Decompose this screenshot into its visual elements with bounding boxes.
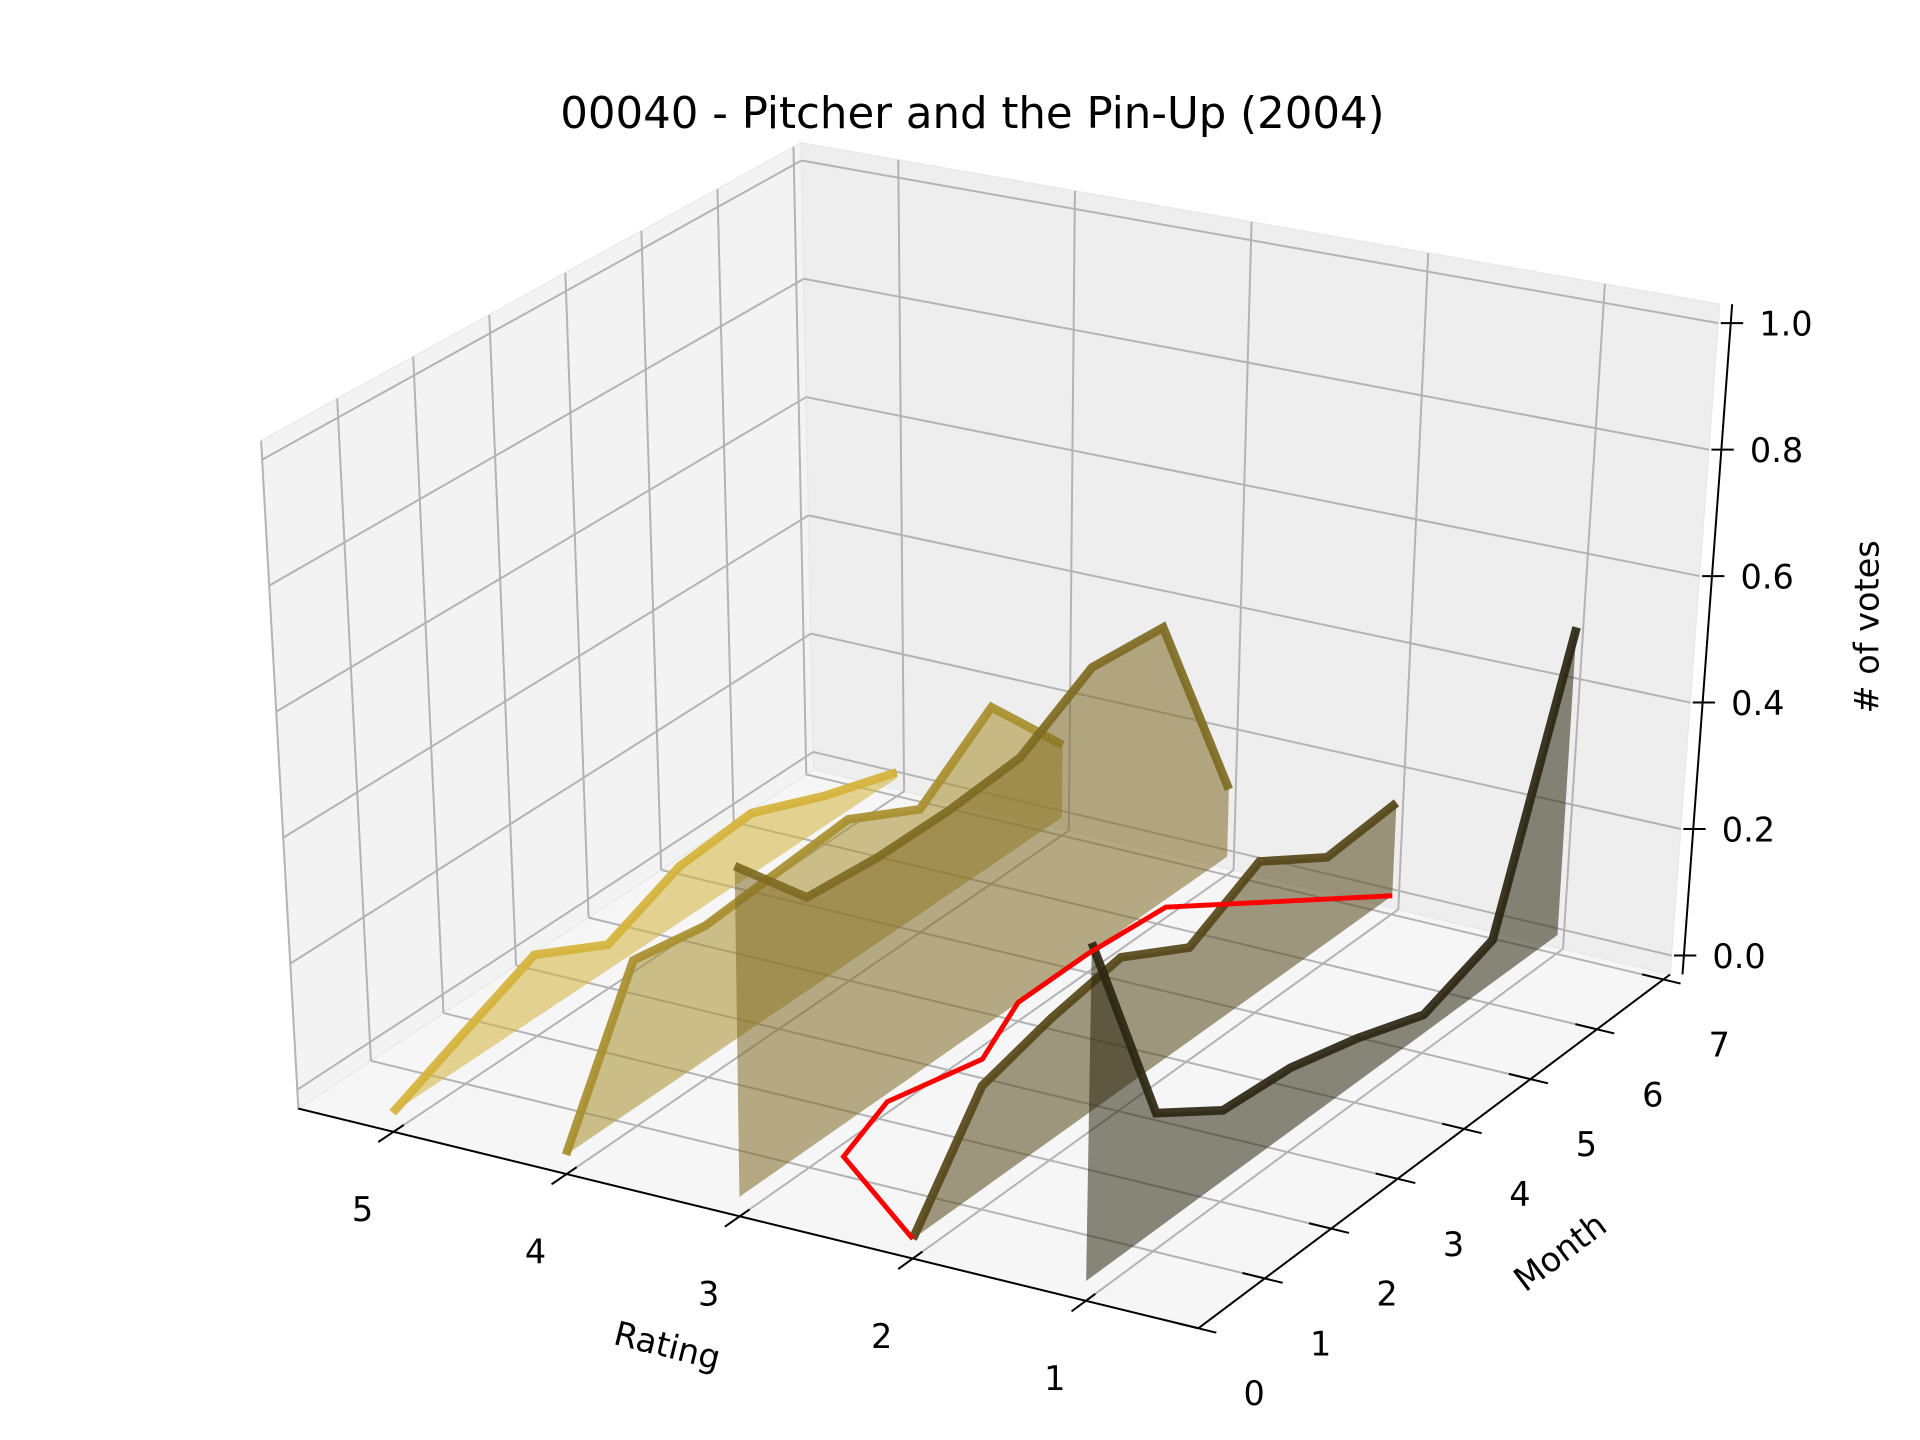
z-tick-label: 0.2 xyxy=(1722,810,1775,849)
y-axis-title: Month xyxy=(1506,1205,1613,1299)
z-axis-title: # of votes xyxy=(1848,540,1887,713)
y-tick-label: 5 xyxy=(1576,1125,1597,1164)
grid-line xyxy=(261,159,802,461)
grid-line xyxy=(897,159,906,792)
x-tick xyxy=(1070,1292,1096,1313)
grid-line xyxy=(1232,221,1253,871)
axis-line xyxy=(298,1107,1199,1330)
series-line xyxy=(561,701,1065,1157)
grid-line xyxy=(336,398,372,1061)
grid-line xyxy=(1562,283,1606,949)
mean-line xyxy=(840,893,1393,1241)
y-tick-label: 7 xyxy=(1709,1025,1730,1064)
grid-line xyxy=(640,230,663,870)
y-tick xyxy=(1575,1023,1615,1035)
grid-line xyxy=(282,514,810,839)
grid-line xyxy=(296,751,814,1091)
x-tick-label: 2 xyxy=(871,1317,892,1356)
series-line xyxy=(389,768,899,1116)
chart-title: 00040 - Pitcher and the Pin-Up (2004) xyxy=(560,89,1384,139)
series-area xyxy=(912,802,1397,1239)
grid-line xyxy=(412,356,445,1014)
grid-line xyxy=(275,396,807,713)
axis-line xyxy=(1681,304,1734,975)
y-tick-label: 2 xyxy=(1376,1275,1397,1314)
grid-line xyxy=(1397,252,1430,910)
axes: 1 2 3 4 5 0 1 2 3 4 5 6 7 0.0 0.2 0.4 0.6 0.8 1.0 xyxy=(298,304,1813,1413)
z-tick-label: 0.4 xyxy=(1731,684,1784,723)
y-tick-label: 0 xyxy=(1244,1374,1265,1413)
grid-line xyxy=(260,440,300,1109)
grid-line xyxy=(716,188,735,823)
x-tick-label: 1 xyxy=(1044,1359,1065,1398)
grid-line xyxy=(805,396,1700,578)
series-line xyxy=(1087,626,1581,1118)
y-tick-label: 3 xyxy=(1443,1225,1464,1264)
y-tick xyxy=(1508,1072,1549,1085)
series-area xyxy=(734,627,1229,1197)
y-tick-label: 6 xyxy=(1642,1075,1663,1114)
x-tick xyxy=(724,1208,751,1228)
grid-line xyxy=(803,277,1710,451)
series-area xyxy=(392,772,897,1113)
z-tick-label: 1.0 xyxy=(1759,305,1812,344)
axis-line xyxy=(1197,973,1671,1330)
grid-line xyxy=(289,632,812,965)
y-tick-label: 4 xyxy=(1509,1175,1530,1214)
grid-line xyxy=(564,272,590,918)
x-axis-title: Rating xyxy=(610,1314,724,1378)
y-tick xyxy=(1242,1272,1283,1284)
grid-line xyxy=(912,908,1399,1260)
z-tick-label: 0.8 xyxy=(1750,431,1803,470)
x-tick xyxy=(377,1124,405,1143)
x-tick xyxy=(897,1250,924,1270)
y-tick-label: 1 xyxy=(1310,1324,1331,1363)
z-tick-label: 0.6 xyxy=(1741,557,1794,596)
grid-line xyxy=(488,314,518,966)
x-tick-label: 4 xyxy=(525,1232,546,1271)
y-tick xyxy=(1441,1122,1482,1135)
y-tick xyxy=(1641,973,1681,985)
x-tick-label: 5 xyxy=(352,1190,373,1229)
grid-line xyxy=(739,869,1235,1218)
grid-line xyxy=(801,159,1719,325)
series-line xyxy=(732,621,1233,903)
grid-line xyxy=(1085,948,1564,1302)
grid-line xyxy=(792,146,808,775)
x-tick-label: 3 xyxy=(698,1275,719,1314)
grid-line xyxy=(808,514,1691,704)
y-tick xyxy=(1375,1172,1416,1185)
x-tick xyxy=(550,1166,578,1186)
series-line xyxy=(908,799,1400,1241)
grid-line xyxy=(268,277,805,587)
marks xyxy=(389,621,1581,1281)
y-tick xyxy=(1308,1222,1350,1234)
series-area xyxy=(1086,627,1577,1281)
z-tick-label: 0.0 xyxy=(1712,937,1765,976)
